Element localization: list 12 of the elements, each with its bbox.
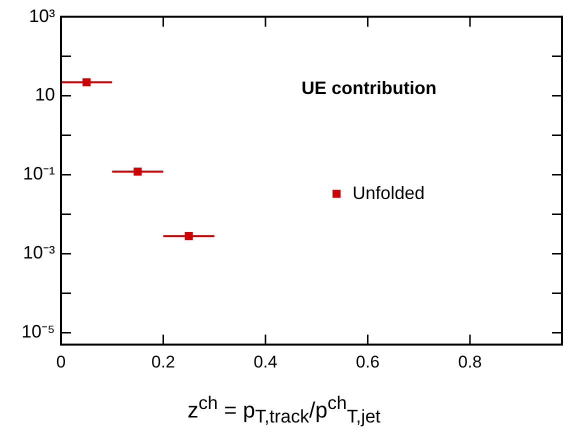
- y-tick-label: 10⁻³: [22, 242, 56, 263]
- x-tick-label: 0.4: [254, 352, 278, 372]
- y-tick-label: 10: [34, 84, 55, 105]
- y-tick-label: 10⁻⁵: [22, 322, 55, 342]
- y-tick-label: 10³: [28, 6, 56, 26]
- y-tick-label: 10⁻¹: [22, 164, 56, 184]
- x-tick-label: 0.8: [458, 352, 482, 372]
- legend-label: Unfolded: [352, 182, 425, 203]
- annotation: UE contribution: [301, 78, 436, 98]
- x-tick-label: 0.2: [151, 352, 176, 372]
- x-tick-label: 0: [56, 352, 66, 372]
- x-tick-label: 0.6: [356, 352, 380, 372]
